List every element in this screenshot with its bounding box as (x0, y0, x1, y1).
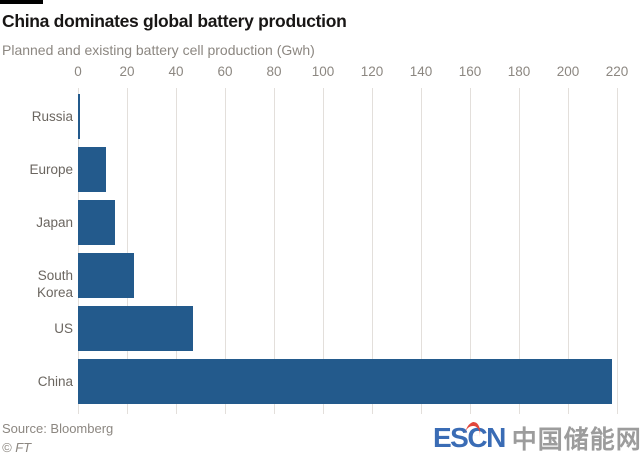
gridline (519, 88, 520, 414)
gridline (470, 88, 471, 414)
ft-top-bar (0, 0, 43, 4)
bar-europe (78, 147, 107, 192)
escn-logo-latin-text: ESCN (433, 422, 506, 453)
x-tick-label: 120 (360, 64, 384, 79)
gridline (568, 88, 569, 414)
escn-logo: ESCN 中国储能网 (433, 420, 640, 456)
gridline (372, 88, 373, 414)
gridline (78, 88, 79, 414)
x-tick-label: 180 (507, 64, 531, 79)
x-tick-label: 20 (119, 64, 135, 79)
x-tick-label: 100 (311, 64, 335, 79)
ft-copyright: © FT (2, 440, 32, 455)
gridline (225, 88, 226, 414)
x-tick-label: 40 (168, 64, 184, 79)
category-label-us: US (54, 321, 73, 336)
x-tick-label: 80 (266, 64, 282, 79)
category-label-europe: Europe (29, 162, 73, 177)
bar-us (78, 306, 194, 351)
source-note: Source: Bloomberg (2, 421, 114, 436)
category-label-south-korea: South Korea (36, 268, 73, 300)
escn-logo-chinese: 中国储能网 (511, 426, 640, 454)
x-tick-label: 0 (74, 64, 82, 79)
x-tick-label: 220 (605, 64, 629, 79)
gridline (421, 88, 422, 414)
category-label-japan: Japan (36, 215, 73, 230)
x-tick-label: 160 (458, 64, 482, 79)
plot-area: 0 20 40 60 80 100 120 140 160 180 200 220 Russia Euro… (0, 62, 640, 415)
x-tick-label: 60 (217, 64, 233, 79)
gridline (323, 88, 324, 414)
bar-south-korea (78, 253, 135, 298)
gridline (127, 88, 128, 414)
gridline (176, 88, 177, 414)
x-tick-label: 200 (556, 64, 580, 79)
bar-russia (78, 94, 81, 139)
chart-title: China dominates global battery productio… (2, 11, 347, 31)
category-label-russia: Russia (31, 109, 73, 124)
x-tick-label: 140 (409, 64, 433, 79)
category-label-china: China (37, 374, 73, 389)
escn-logo-latin: ESCN (433, 420, 506, 454)
gridline (617, 88, 618, 414)
bar-china (78, 359, 613, 404)
gridline (274, 88, 275, 414)
bar-japan (78, 200, 115, 245)
chart-subtitle: Planned and existing battery cell produc… (2, 42, 315, 58)
